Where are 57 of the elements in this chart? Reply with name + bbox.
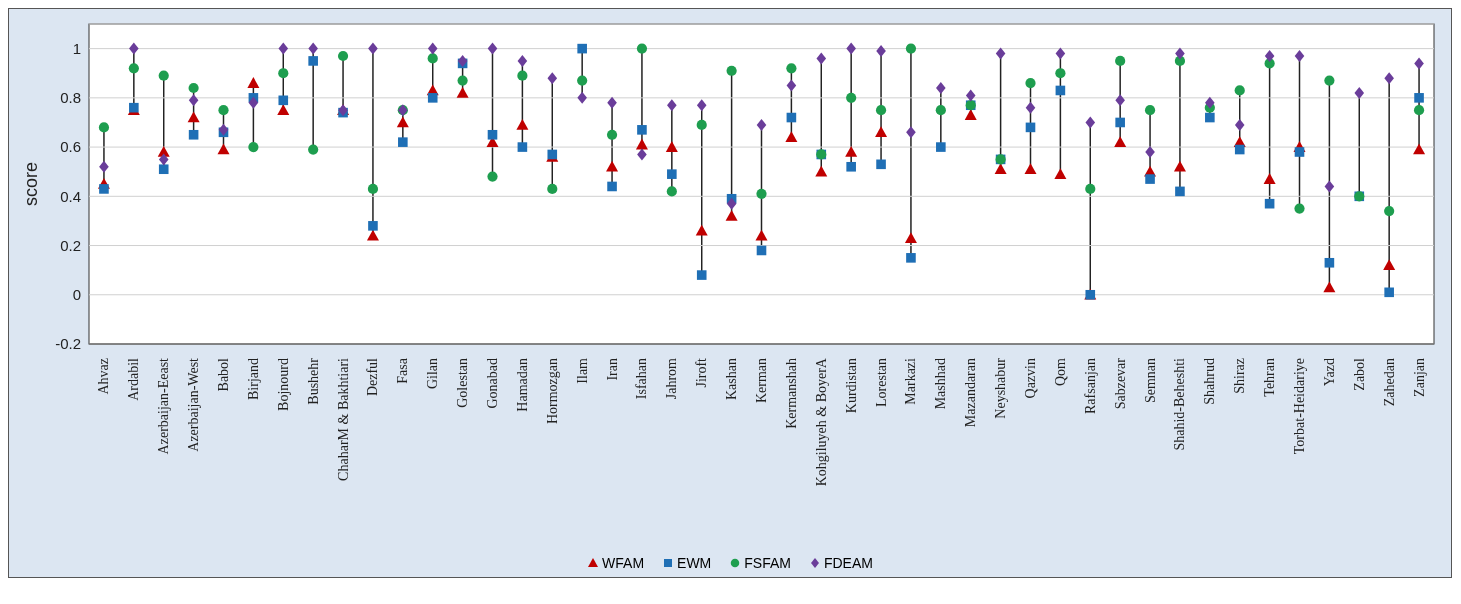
- legend-label: EWM: [677, 555, 712, 571]
- x-tick-label: Gilan: [425, 358, 441, 390]
- x-tick-label: Hormozgan: [544, 358, 560, 425]
- x-tick-label: Ardabil: [126, 357, 142, 401]
- x-tick-label: Rafsanjan: [1082, 358, 1098, 414]
- y-tick-label: -0.2: [55, 335, 81, 353]
- x-tick-label: Sabzevar: [1112, 357, 1128, 410]
- x-tick-label: Torbat-Heidariye: [1292, 358, 1307, 455]
- x-tick-label: Zanjan: [1411, 358, 1427, 397]
- x-tick-label: Tehran: [1262, 358, 1278, 397]
- x-tick-label: Qazvin: [1023, 358, 1038, 399]
- x-tick-label: Kerman: [754, 358, 769, 404]
- y-tick-label: 0.2: [60, 236, 81, 254]
- x-tick-label: Fasa: [395, 357, 411, 384]
- legend-label: FDEAM: [823, 555, 873, 571]
- y-axis-title: score: [21, 161, 42, 207]
- x-tick-label: Dezful: [365, 357, 381, 397]
- y-tick-label: 0: [72, 286, 81, 304]
- x-tick-label: Ahvaz: [96, 358, 112, 395]
- x-tick-label: Kashan: [724, 358, 740, 400]
- x-tick-label: Birjand: [245, 358, 261, 400]
- x-tick-label: Qom: [1052, 357, 1068, 386]
- x-tick-label: Azerbaijan-West: [186, 357, 202, 452]
- x-tick-label: Ilam: [574, 357, 590, 384]
- x-tick-label: Shiraz: [1232, 358, 1248, 394]
- y-tick-label: 0.6: [60, 138, 81, 156]
- x-tick-label: Kermanshah: [783, 358, 799, 429]
- y-tick-label: 0.4: [60, 187, 81, 205]
- x-tick-label: Iran: [604, 358, 620, 381]
- x-tick-label: Mazandaran: [963, 358, 979, 428]
- x-tick-label: Bojnourd: [275, 358, 291, 411]
- x-tick-label: Jahrom: [664, 357, 680, 400]
- x-tick-label: Neyshabur: [993, 357, 1009, 419]
- x-tick-label: Zabol: [1351, 357, 1367, 391]
- x-tick-label: Lorestan: [873, 358, 889, 407]
- x-tick-label: Bushehr: [305, 357, 321, 405]
- x-tick-label: Azerbaijan-Eeast: [156, 357, 172, 455]
- x-tick-label: Semnan: [1142, 358, 1158, 404]
- legend-label: WFAM: [602, 555, 645, 571]
- x-tick-label: Babol: [216, 357, 231, 392]
- x-tick-label: Golestan: [455, 358, 471, 408]
- legend-label: FSFAM: [744, 555, 791, 571]
- x-tick-label: Shahrud: [1202, 358, 1218, 405]
- x-tick-label: Gonabad: [485, 358, 500, 409]
- x-tick-label: Kohgiluyeh & BoyerA: [813, 357, 829, 487]
- x-tick-label: Zahedan: [1381, 358, 1397, 407]
- x-tick-label: Mashhad: [933, 358, 949, 410]
- x-tick-label: Jiroft: [694, 357, 710, 388]
- x-tick-label: Kurdistan: [843, 358, 859, 414]
- x-tick-label: Isfahan: [634, 358, 650, 400]
- y-tick-label: 1: [72, 39, 81, 57]
- x-tick-label: Markazi: [903, 357, 919, 405]
- y-tick-label: 0.8: [60, 89, 81, 107]
- x-tick-label: Yazd: [1321, 358, 1337, 387]
- x-tick-label: ChaharM & Bakhtiari: [335, 357, 351, 481]
- x-tick-label: Hamadan: [514, 358, 530, 412]
- x-tick-label: Shahid-Beheshti: [1172, 357, 1188, 451]
